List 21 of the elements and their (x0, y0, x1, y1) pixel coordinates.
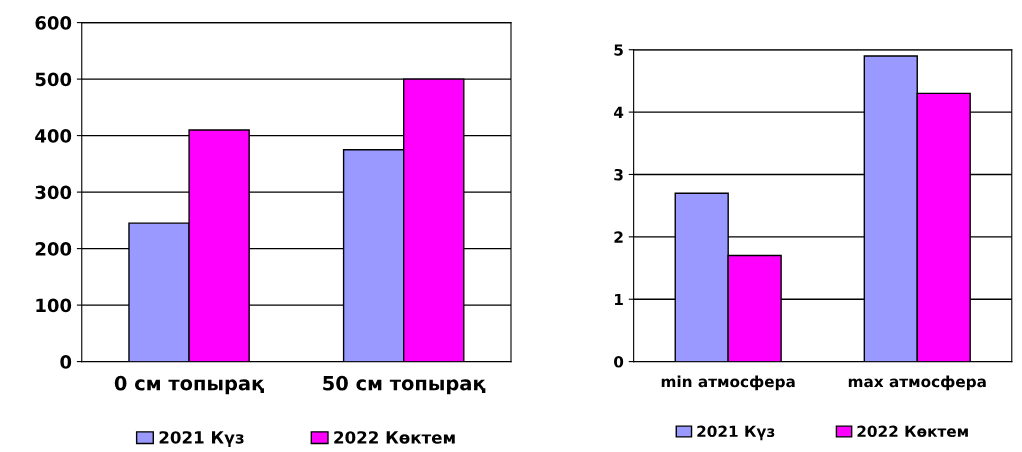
y-tick-label: 2 (614, 231, 623, 243)
legend-label: 2021 Күз (159, 431, 244, 448)
y-tick-label: 200 (35, 242, 72, 256)
y-tick-label: 400 (35, 129, 72, 143)
y-tick-label: 500 (35, 72, 72, 87)
legend-label: 2021 Күз (697, 425, 775, 441)
y-tick-label: 300 (35, 185, 72, 200)
y-tick-label: 600 (35, 16, 72, 30)
y-tick-label: 0 (60, 355, 72, 369)
x-tick-label: 50 см топырақ (323, 375, 486, 395)
x-tick-label: min атмосфера (661, 375, 795, 391)
y-tick-label: 3 (614, 168, 623, 181)
legend-label: 2022 Көктем (334, 431, 455, 444)
legend-label: 2022 Көктем (857, 425, 968, 438)
y-tick-label: 1 (615, 293, 623, 306)
y-tick-label: 0 (614, 356, 624, 368)
y-tick-label: 100 (36, 298, 72, 313)
y-tick-label: 5 (614, 44, 623, 56)
y-tick-label: 4 (613, 106, 624, 118)
x-tick-label: 0 см топырақ (114, 375, 264, 395)
x-tick-label: max атмосфера (848, 375, 986, 391)
